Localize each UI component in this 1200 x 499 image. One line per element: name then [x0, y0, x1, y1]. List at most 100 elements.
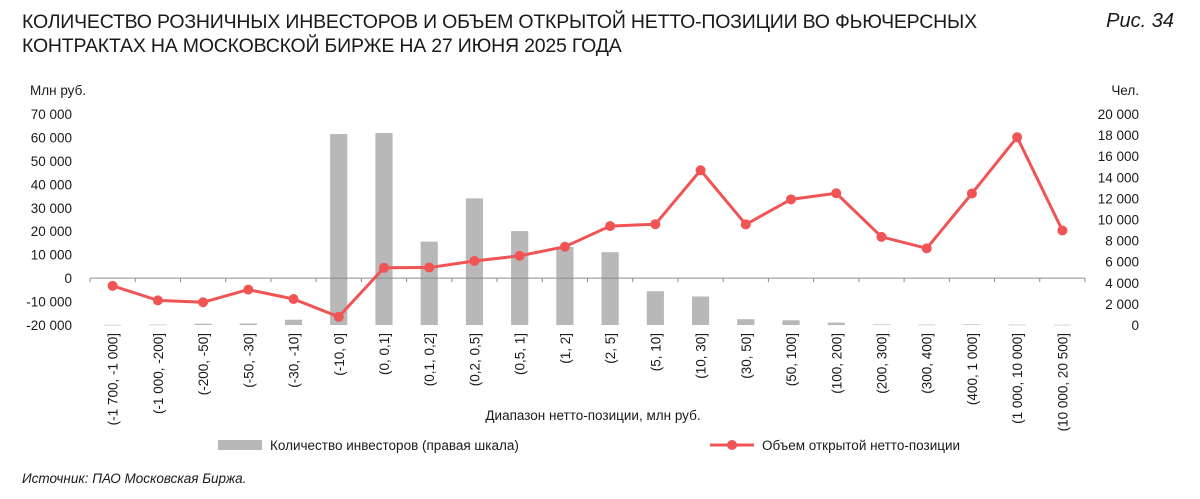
zero-line	[89, 277, 1086, 283]
line-point	[469, 255, 480, 266]
x-tick-label: (-30, -10]	[287, 333, 302, 388]
line-point	[198, 297, 209, 308]
x-tick-label: (0, 0,1]	[377, 333, 392, 375]
y-right-tick-label: 0	[1131, 318, 1139, 333]
x-tick-label: (-1 000, -200]	[151, 333, 166, 414]
line-point	[378, 262, 389, 273]
y-left-tick-label: -10 000	[26, 295, 72, 310]
x-tick-label: (10 000, 20 500]	[1055, 333, 1070, 431]
y-left-tick-label: 10 000	[31, 248, 72, 263]
x-tick-label: (0,5, 1]	[513, 333, 528, 375]
line-point	[831, 188, 842, 199]
line-point	[650, 219, 661, 230]
y-left-tick-label: 70 000	[31, 107, 72, 122]
x-axis-tick-labels: (-1 700, -1 000] (-1 000, -200] (-200, -50…	[106, 333, 1071, 431]
line-point	[695, 165, 706, 176]
line-point	[1057, 225, 1068, 236]
x-tick-label: (2, 5]	[603, 333, 618, 364]
x-tick-label: (1 000, 10 000]	[1010, 333, 1025, 424]
line-point	[1012, 132, 1023, 143]
y-left-tick-label: 60 000	[31, 130, 72, 145]
bar	[737, 319, 755, 325]
x-tick-label: (0,2, 0,5]	[467, 333, 482, 386]
bar	[691, 296, 710, 325]
y-axis-right-label: Чел.	[1111, 83, 1139, 98]
y-right-tick-label: 16 000	[1098, 149, 1139, 164]
y-right-tick-label: 6 000	[1105, 255, 1139, 270]
y-axis-left-ticks: 70 000 60 000 50 000 40 000 30 000 20 000 10 0…	[26, 107, 72, 333]
x-tick-label: (-1 700, -1 000]	[106, 333, 121, 425]
legend-bar-swatch	[218, 440, 262, 450]
y-right-tick-label: 20 000	[1098, 107, 1139, 122]
line-point	[876, 231, 887, 242]
y-right-tick-label: 14 000	[1098, 170, 1139, 185]
x-tick-label: (-10, 0]	[332, 333, 347, 376]
bar	[104, 324, 122, 326]
x-tick-label: (100, 200]	[829, 333, 844, 394]
line-point	[152, 295, 163, 306]
line-point	[605, 221, 616, 232]
x-axis-label: Диапазон нетто-позиции, млн руб.	[485, 408, 700, 423]
line-point	[514, 250, 525, 261]
line-point	[966, 188, 977, 199]
figure-label: Рис. 34	[1106, 10, 1174, 32]
y-right-tick-label: 10 000	[1098, 213, 1139, 228]
bar	[375, 132, 393, 325]
line-point	[107, 280, 118, 291]
line-point	[921, 243, 932, 254]
y-left-tick-label: 20 000	[31, 224, 72, 239]
bar	[872, 324, 891, 326]
x-tick-label: (-200, -50]	[196, 333, 211, 395]
y-right-tick-label: 18 000	[1098, 128, 1139, 143]
bar	[1008, 324, 1026, 326]
bar	[284, 319, 303, 325]
x-tick-label: (5, 10]	[648, 333, 663, 371]
line-path	[112, 135, 1064, 319]
bar	[420, 241, 438, 325]
bar	[330, 134, 348, 325]
legend-bar-label: Количество инвесторов (правая шкала)	[270, 438, 519, 453]
line-point	[786, 194, 797, 205]
x-tick-label: (30, 50]	[739, 333, 754, 379]
legend-line-marker	[727, 440, 737, 450]
bar	[963, 324, 981, 325]
y-right-tick-label: 4 000	[1105, 276, 1139, 291]
line-point	[559, 241, 570, 252]
bar	[239, 323, 257, 325]
bar	[556, 246, 574, 325]
y-axis-left-label: Млн руб.	[30, 83, 86, 98]
x-tick-label: (50, 100]	[784, 333, 799, 386]
y-left-tick-label: 30 000	[31, 201, 72, 216]
line-point	[333, 311, 344, 322]
line-point	[288, 293, 299, 304]
source-note: Источник: ПАО Московская Биржа.	[22, 471, 247, 486]
y-left-tick-label: 0	[64, 271, 72, 286]
bar	[1053, 324, 1071, 326]
line-series	[107, 132, 1068, 322]
x-tick-label: (300, 400]	[920, 333, 935, 394]
bar	[194, 323, 212, 325]
bar	[827, 322, 845, 325]
legend: Количество инвесторов (правая шкала) Объ…	[218, 438, 960, 453]
line-point	[740, 219, 751, 230]
bar	[149, 324, 167, 326]
x-tick-label: (200, 300]	[874, 333, 889, 394]
y-left-tick-label: 50 000	[31, 154, 72, 169]
bar	[782, 320, 800, 325]
x-tick-label: (0,1, 0,2]	[422, 333, 437, 386]
line-point	[243, 284, 254, 295]
legend-line-label: Объем открытой нетто-позиции	[762, 438, 960, 453]
y-right-tick-label: 2 000	[1105, 297, 1139, 312]
y-right-tick-label: 12 000	[1098, 191, 1139, 206]
x-tick-label: (-50, -30]	[241, 333, 256, 388]
x-tick-label: (10, 30]	[694, 333, 709, 379]
x-tick-label: (400, 1 000]	[965, 333, 980, 405]
chart-title: КОЛИЧЕСТВО РОЗНИЧНЫХ ИНВЕСТОРОВ И ОБЪЕМ …	[22, 11, 977, 57]
y-left-tick-label: -20 000	[26, 318, 72, 333]
bar	[601, 252, 619, 325]
bar	[646, 291, 664, 325]
bar-series	[104, 132, 1071, 326]
bar	[918, 324, 936, 326]
line-point	[424, 262, 435, 273]
